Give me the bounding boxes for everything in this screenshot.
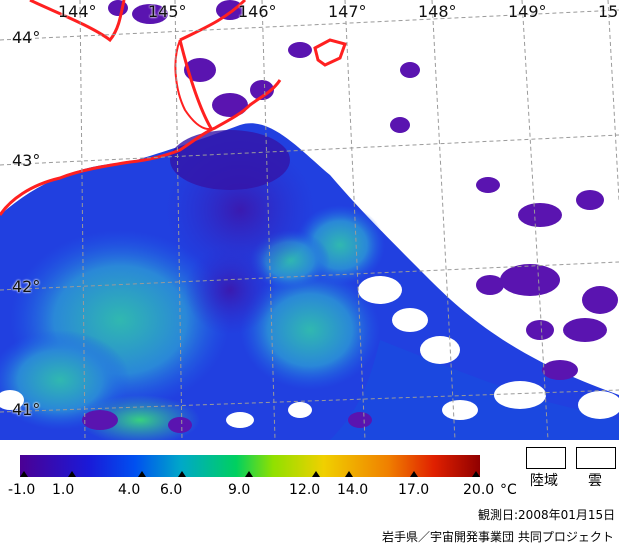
cloud-legend-swatch [576,447,616,469]
land-legend-label: 陸域 [530,473,558,489]
peninsula-coastline [29,0,126,43]
longitude-label: 146° [238,2,277,21]
colorbar-tick-marks [20,471,480,477]
kunashiri-coastline [174,39,216,130]
cloud-patches [0,276,619,428]
hokkaido-coastline [0,79,282,216]
temperature-unit: °C [500,482,517,498]
colorbar-tick-label: 20.0 [463,482,495,498]
cold-fragments [82,0,618,433]
longitude-label: 144° [58,2,97,21]
latitude-label: 42° [12,277,41,296]
colorbar-tick-label: 9.0 [228,482,251,498]
colorbar-tick-label: -1.0 [8,482,36,498]
colorbar-tick-label: 14.0 [337,482,369,498]
colorbar-tick-label: 1.0 [52,482,75,498]
colorbar-tick-label: 6.0 [160,482,183,498]
cold-water-patch [185,245,275,335]
longitude-label: 149° [508,2,547,21]
warm-water-patch [240,270,380,390]
land-legend-swatch [526,447,566,469]
latitude-label: 44° [12,28,41,47]
cloud-legend-label: 雲 [588,473,602,489]
longitude-label: 148° [418,2,457,21]
sst-map [0,0,619,440]
cold-water-patch [170,130,290,190]
latitude-label: 43° [12,151,41,170]
colorbar-tick-label: 4.0 [118,482,141,498]
colorbar-tick-label: 17.0 [398,482,430,498]
longitude-label: 147° [328,2,367,21]
observation-date: 観測日:2008年01月15日 [478,508,616,522]
shiretoko-coastline [178,0,247,131]
credit-text: 岩手県／宇宙開発事業団 共同プロジェクト [382,530,614,544]
longitude-label: 15 [598,2,619,21]
temperature-colorbar [20,455,480,477]
longitude-label: 145° [148,2,187,21]
latitude-label: 41° [12,400,41,419]
graticule [0,0,619,440]
island-coastline [313,38,347,67]
colorbar-tick-label: 12.0 [289,482,321,498]
